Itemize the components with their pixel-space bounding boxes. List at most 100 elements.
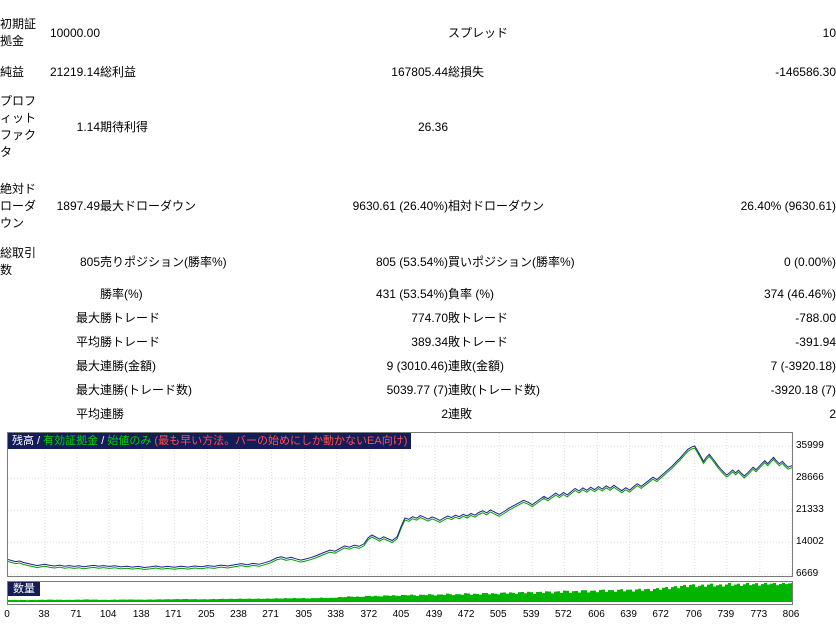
report-cell: 1897.49 (56, 198, 100, 213)
x-axis-label: 606 (588, 609, 605, 620)
report-cell: 374 (46.46%) (763, 286, 836, 301)
x-axis-label: 71 (70, 609, 82, 620)
report-row: 平均 連勝 2 連敗 2 (0, 402, 836, 426)
report-cell: 総損失 (448, 64, 485, 79)
report-cell (100, 6, 262, 60)
report-cell: 805 (53.54%) (375, 254, 448, 269)
legend-model-label: 始値のみ (107, 435, 152, 447)
report-cell: 167805.44 (391, 64, 448, 79)
report-cell: 勝トレード (100, 310, 161, 325)
report-cell (0, 282, 38, 306)
x-axis-label: 0 (4, 609, 10, 620)
report-cell: 買いポジション(勝率%) (448, 254, 575, 269)
report-cell (0, 330, 38, 354)
legend-model-note: (最も早い方法。バーの始めにしか動かないEA向け) (151, 435, 408, 447)
report-cell: 連敗 (448, 406, 473, 421)
x-axis-label: 271 (262, 609, 279, 620)
report-cell: 389.34 (411, 334, 448, 349)
report-cell: 1.14 (76, 119, 100, 134)
report-table: 初期証拠金 10000.00 スプレッド 10 純益 21219.14 総利益 167805.… (0, 6, 836, 426)
lots-label: 数量 (8, 582, 40, 596)
legend-separator: / (34, 435, 44, 447)
report-cell: 10 (822, 25, 836, 40)
report-row: 最大 勝トレード 774.70 敗トレード -788.00 (0, 306, 836, 330)
report-row: 最大 連勝(金額) 9 (3010.46) 連敗(金額) 7 (-3920.18) (0, 354, 836, 378)
report-row: 勝率(%) 431 (53.54%) 負率 (%) 374 (46.46%) (0, 282, 836, 306)
report-cell: 勝率(%) (100, 286, 143, 301)
report-cell (448, 84, 620, 170)
report-cell: -788.00 (795, 310, 836, 325)
report-cell: 敗トレード (448, 334, 509, 349)
report-row: 総取引数 805 売りポジション(勝率%) 805 (53.54%) 買いポジション(勝… (0, 242, 836, 282)
report-cell: 連敗(トレード数) (448, 382, 540, 397)
x-axis-label: 38 (38, 609, 50, 620)
report-cell: 最大 (75, 310, 100, 325)
balance-chart: 残高 / 有効証拠金 / 始値のみ (最も早い方法。バーの始めにしか動かないEA… (7, 432, 793, 577)
y-axis-label: 28666 (796, 472, 824, 483)
x-axis-label: 372 (360, 609, 378, 620)
report-row: 初期証拠金 10000.00 スプレッド 10 (0, 6, 836, 60)
lots-histogram-svg (8, 583, 792, 602)
x-axis-label: 405 (392, 609, 410, 620)
x-axis-label: 205 (198, 609, 215, 620)
report-cell: -3920.18 (7) (770, 382, 836, 397)
report-cell: 21219.14 (49, 64, 100, 79)
x-axis-label: 171 (164, 609, 182, 620)
report-cell: 2 (441, 406, 448, 421)
report-cell (38, 282, 100, 306)
y-axis-label: 14002 (796, 535, 824, 547)
x-axis-label: 439 (425, 609, 443, 620)
report-row: プロフィットファクタ 1.14 期待利得 26.36 (0, 84, 836, 170)
x-axis-label: 305 (295, 609, 313, 620)
report-cell: 最大 (75, 358, 100, 373)
report-row: 平均 勝トレード 389.34 敗トレード -391.94 (0, 330, 836, 354)
report-cell: 連勝(トレード数) (100, 382, 192, 397)
x-axis-label: 739 (717, 609, 735, 620)
report-cell: 期待利得 (100, 119, 149, 134)
chart-legend: 残高 / 有効証拠金 / 始値のみ (最も早い方法。バーの始めにしか動かないEA… (8, 433, 412, 449)
report-cell (0, 354, 38, 378)
x-axis-label: 572 (555, 609, 572, 620)
report-cell: -146586.30 (775, 64, 836, 79)
report-cell: 9630.61 (26.40%) (352, 198, 448, 213)
report-cell (0, 402, 38, 426)
report-cell: 805 (79, 254, 100, 269)
report-cell: プロフィットファクタ (0, 94, 37, 159)
report-cell: 絶対ドローダウン (0, 181, 37, 230)
report-cell: スプレッド (448, 25, 509, 40)
x-axis-label: 773 (750, 609, 768, 620)
x-axis-label: 806 (782, 609, 800, 620)
x-axis-label: 505 (489, 609, 507, 620)
x-axis-label: 472 (457, 609, 475, 620)
report-cell (0, 306, 38, 330)
report-cell: 0 (0.00%) (783, 254, 836, 269)
report-cell: 431 (53.54%) (375, 286, 448, 301)
report-cell: 9 (3010.46) (386, 358, 448, 373)
lots-histogram: 数量 (7, 581, 793, 605)
report-cell: 2 (829, 406, 836, 421)
y-axis-label: 6669 (796, 568, 819, 579)
report-cell: 5039.77 (7) (386, 382, 448, 397)
report-cell: 負率 (%) (448, 286, 494, 301)
report-row: 純益 21219.14 総利益 167805.44 総損失 -146586.30 (0, 60, 836, 84)
report-row: 絶対ドローダウン 1897.49 最大ドローダウン 9630.61 (26.40%) 相… (0, 170, 836, 242)
report-cell: 平均 (75, 406, 100, 421)
report-cell: 26.40% (9630.61) (740, 198, 836, 213)
x-axis-label: 238 (230, 609, 247, 620)
report-cell: 26.36 (417, 119, 448, 134)
x-axis-label: 104 (99, 609, 117, 620)
report-cell: 連勝(金額) (100, 358, 156, 373)
legend-separator: / (98, 435, 108, 447)
legend-balance-label: 残高 (12, 435, 34, 447)
report-cell: 相対ドローダウン (448, 198, 545, 213)
x-axis-label: 706 (685, 609, 703, 620)
report-cell: 10000.00 (49, 25, 100, 40)
y-axis-label: 21333 (796, 504, 824, 515)
report-cell: 売りポジション(勝率%) (100, 254, 227, 269)
report-cell (262, 6, 448, 60)
y-axis-label: 35999 (796, 440, 824, 451)
balance-equity-curve-svg (8, 433, 792, 576)
report-cell: 連勝 (100, 406, 125, 421)
report-cell: 最大ドローダウン (100, 198, 197, 213)
report-cell: 774.70 (411, 310, 448, 325)
